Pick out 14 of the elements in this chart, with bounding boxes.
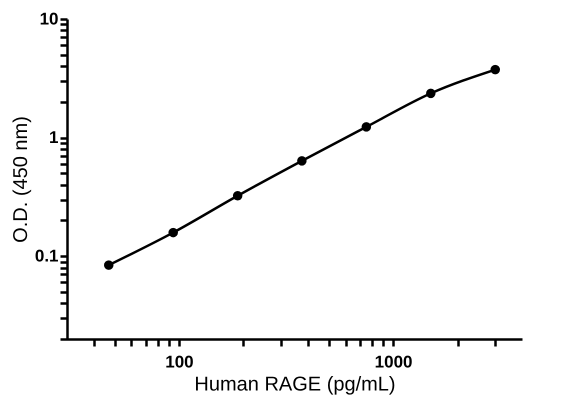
y-tick-label: 10	[40, 10, 58, 28]
x-tick-label: 1000	[374, 352, 412, 372]
point	[104, 260, 114, 270]
point	[362, 122, 372, 132]
y-tick-label: 1	[49, 128, 58, 148]
point	[490, 64, 500, 74]
y-tick-label: 0.1	[34, 246, 58, 266]
x-tick-label: 100	[165, 352, 194, 372]
point	[232, 191, 242, 200]
point	[297, 156, 307, 166]
x-axis-title: Human RAGE (pg/mL)	[194, 374, 396, 396]
point	[168, 228, 178, 238]
point	[426, 88, 436, 98]
y-axis-title: O.D. (450 nm)	[10, 116, 32, 243]
